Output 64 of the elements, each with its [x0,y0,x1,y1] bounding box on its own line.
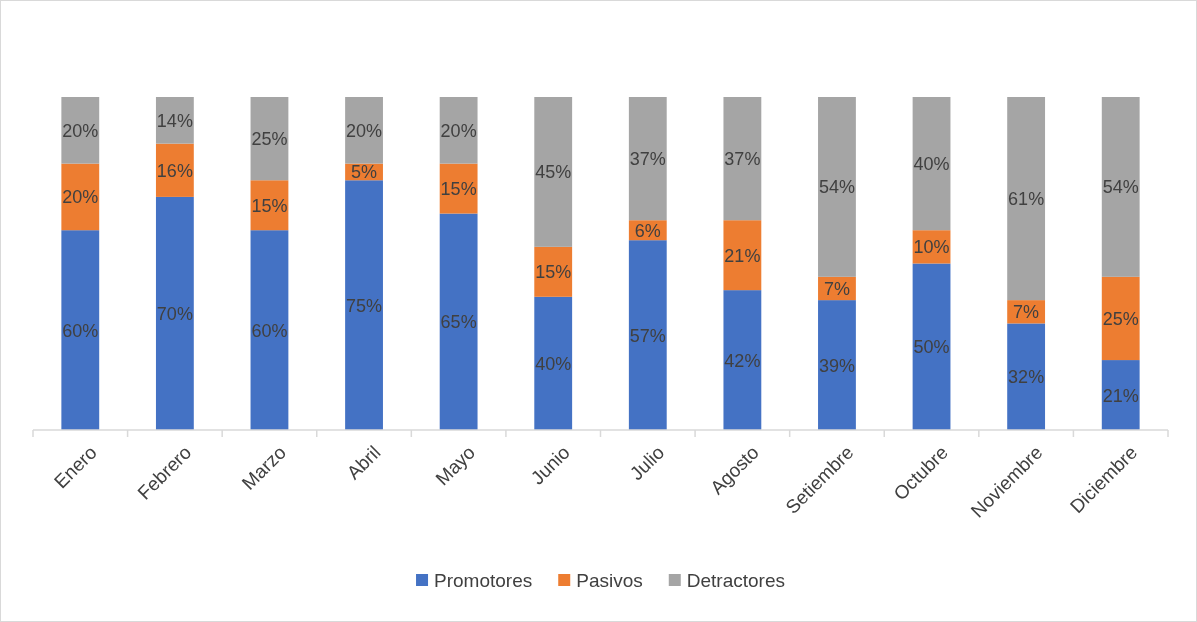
data-label: 7% [1013,302,1040,323]
data-label: 42% [724,350,761,371]
bar [818,300,856,430]
data-label: 20% [62,120,99,141]
bar [345,97,383,164]
data-label: 6% [634,220,661,241]
data-label: 20% [346,120,383,141]
bar [628,97,667,221]
bar [534,296,573,430]
bar [723,290,762,430]
bar [345,180,383,430]
data-label: 15% [251,195,288,216]
data-label: 65% [440,312,477,333]
bar [723,220,762,291]
bar [155,196,194,430]
data-label: 37% [629,149,666,170]
data-label: 25% [1102,308,1139,329]
bar [1007,323,1046,430]
data-label: 15% [440,179,477,200]
data-label: 15% [535,262,572,283]
data-label: 50% [913,337,950,358]
bar [1101,360,1140,430]
data-label: 40% [913,154,950,175]
data-label: 54% [1102,177,1139,198]
bar [534,97,573,247]
data-label: 54% [818,177,855,198]
x-tick-label: Julio [625,441,669,485]
data-label: 20% [440,120,477,141]
bar [628,240,667,430]
legend-label: Detractores [686,569,785,591]
bar [61,230,100,430]
bar [250,230,289,430]
legend-label: Promotores [434,569,533,591]
data-label: 40% [535,353,572,374]
data-label: 75% [346,295,383,316]
data-label: 7% [823,278,850,299]
data-label: 5% [351,162,378,183]
data-label: 61% [1008,189,1045,210]
bar [439,97,478,164]
data-label: 60% [251,320,288,341]
data-label: 39% [818,355,855,376]
data-label: 37% [724,149,761,170]
bar [912,263,951,430]
data-label: 45% [535,162,572,183]
bar [439,213,478,430]
data-label: 70% [156,303,193,324]
data-label: 10% [913,237,950,258]
bar [723,97,762,221]
data-label: 57% [629,325,666,346]
bar [1007,97,1046,301]
data-label: 60% [62,320,99,341]
bar [1101,276,1140,361]
data-label: 16% [156,160,193,181]
legend-label: Pasivos [576,569,643,591]
data-label: 21% [1102,385,1139,406]
data-label: 25% [251,129,288,150]
bar [1101,97,1140,277]
bar [818,97,856,277]
data-label: 21% [724,245,761,266]
bar [61,97,100,164]
bar [912,97,951,231]
data-label: 14% [156,110,193,131]
data-label: 32% [1008,367,1045,388]
data-label: 20% [62,187,99,208]
